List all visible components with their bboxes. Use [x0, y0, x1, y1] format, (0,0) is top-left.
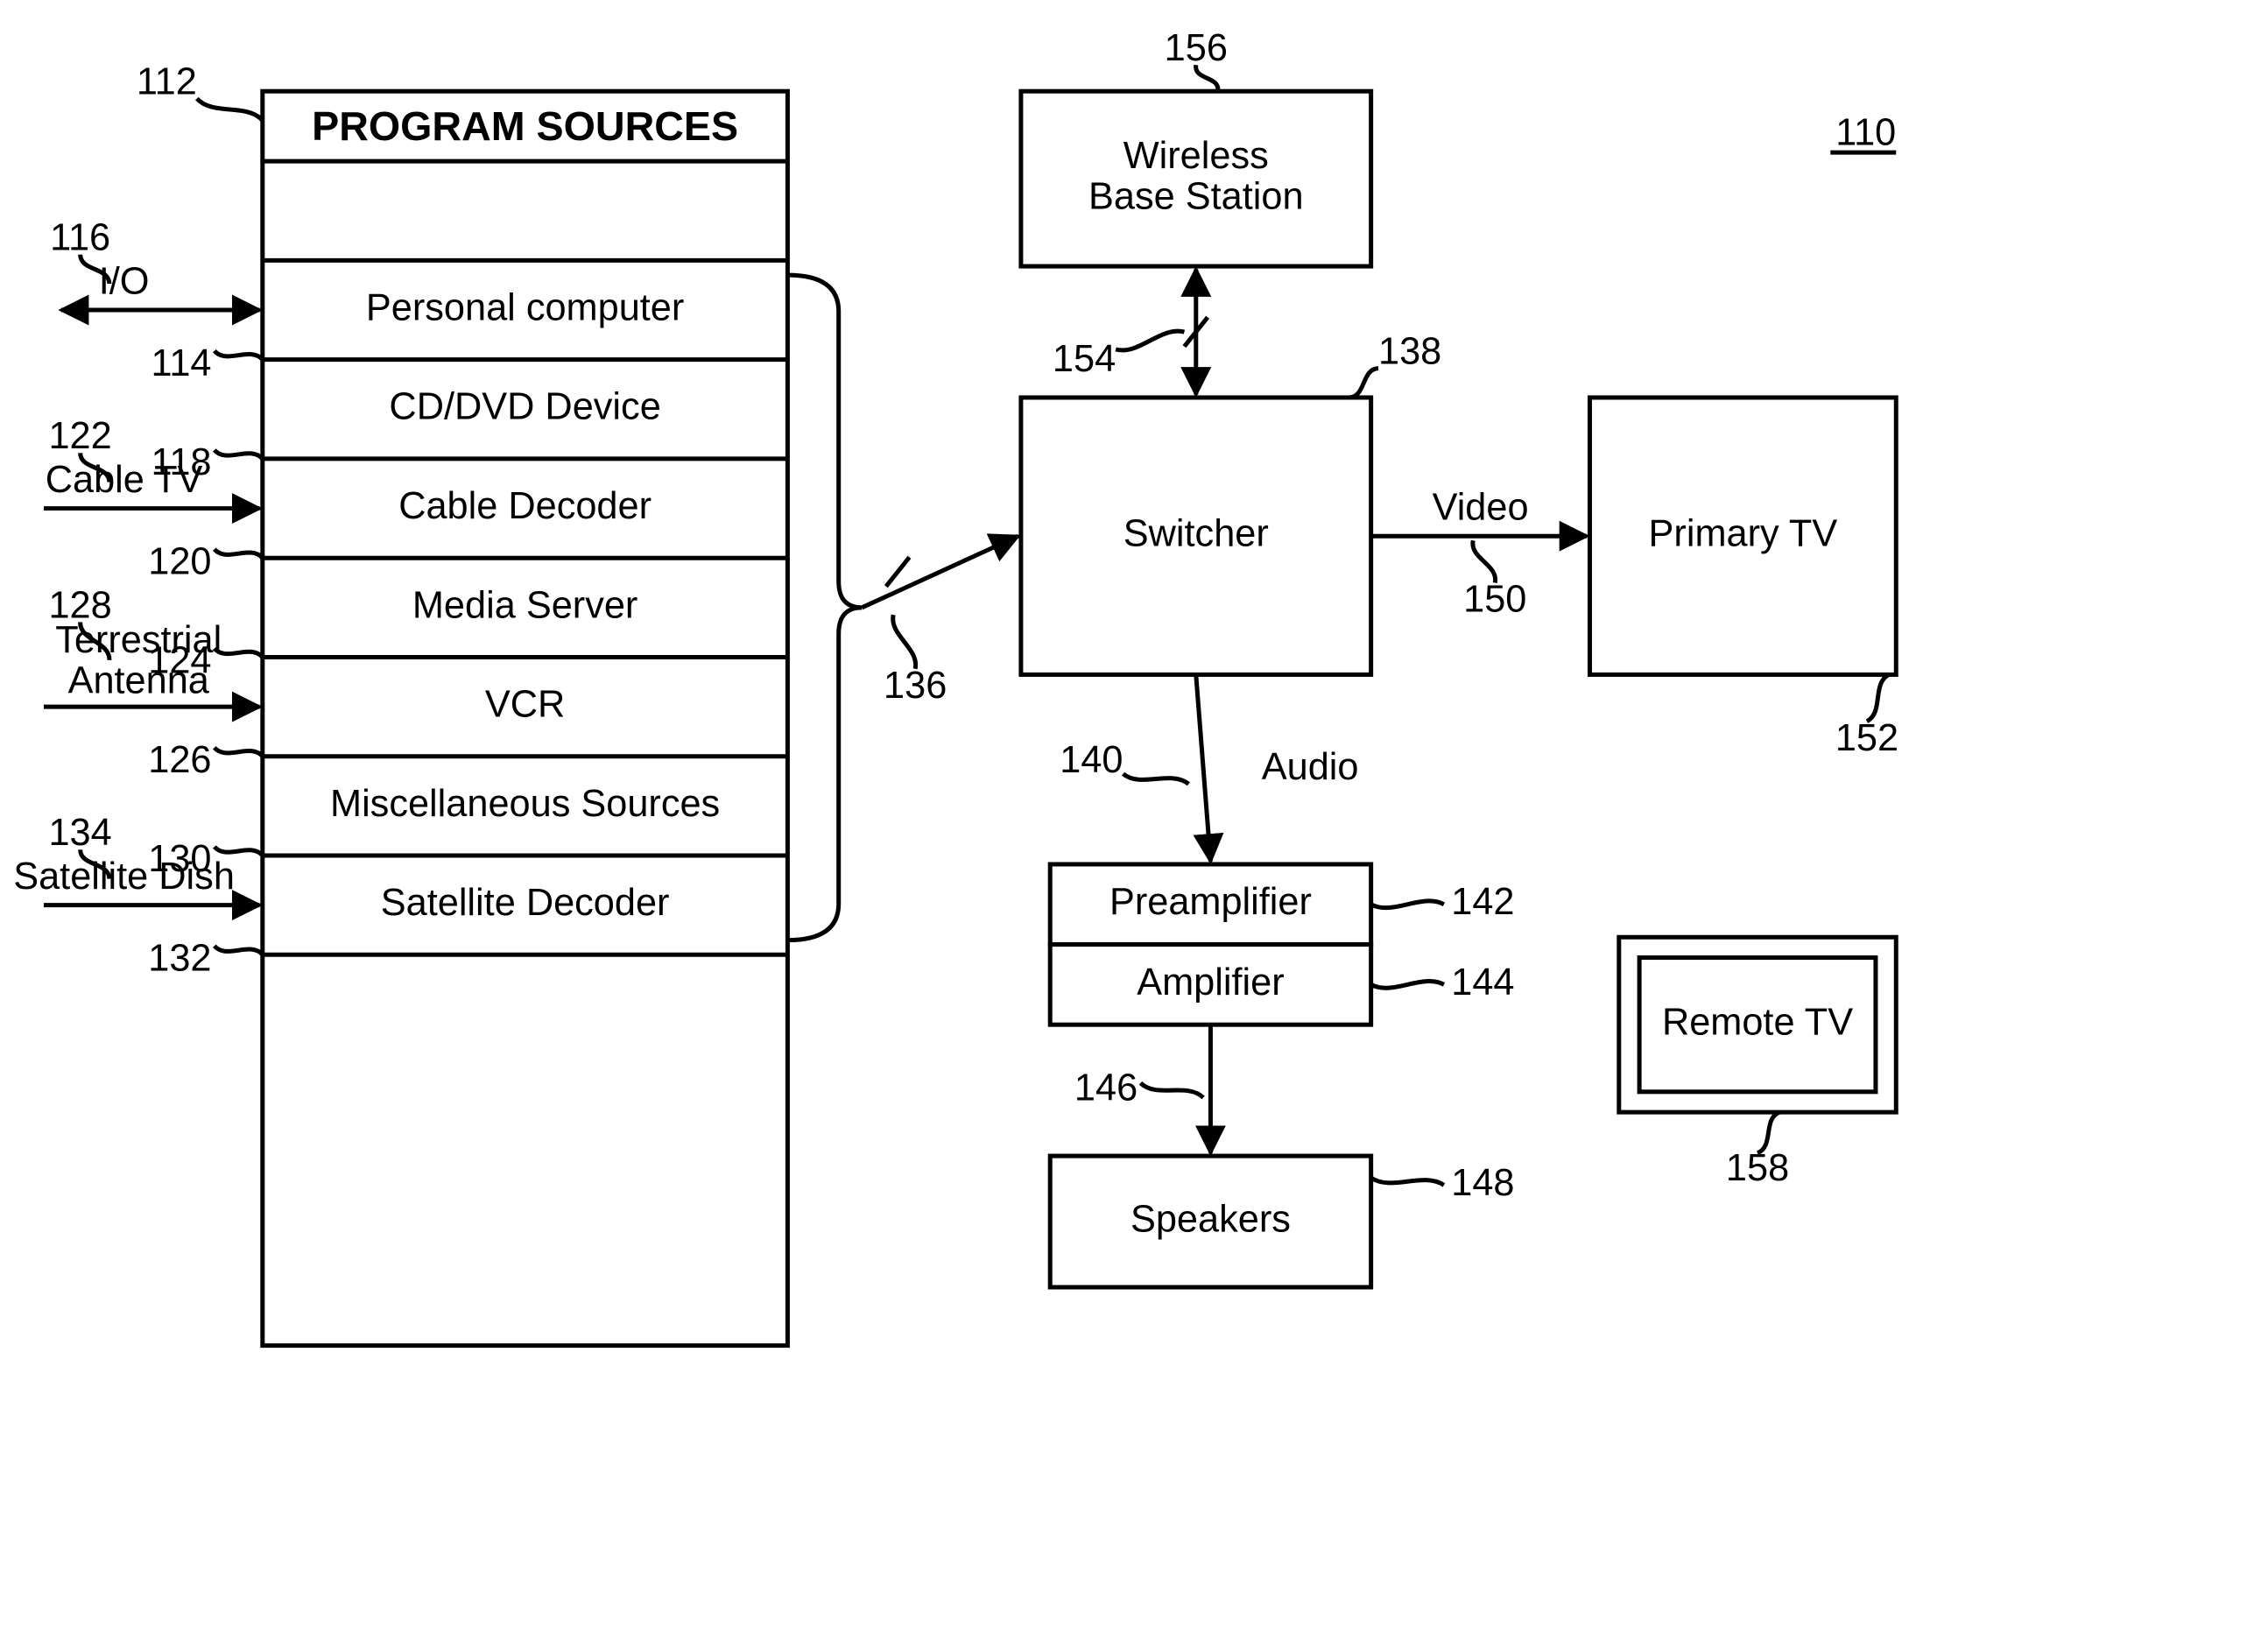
ref-lead — [1349, 369, 1378, 398]
source-row-ref: 114 — [151, 342, 211, 384]
speakers-ref: 148 — [1451, 1162, 1514, 1204]
input-ref: 116 — [50, 217, 110, 259]
switcher-label: Switcher — [1123, 513, 1269, 555]
ref-lead — [215, 450, 263, 459]
audio-ref: 140 — [1060, 739, 1123, 781]
input-label: TerrestrialAntenna — [55, 619, 222, 702]
source-row-ref: 126 — [148, 739, 211, 781]
input-ref: 128 — [48, 584, 111, 626]
audio-label: Audio — [1262, 746, 1359, 788]
source-row-label: Cable Decoder — [398, 485, 652, 527]
preamp-ref: 142 — [1451, 881, 1514, 923]
source-row-label: Miscellaneous Sources — [330, 783, 720, 825]
amp-label: Amplifier — [1137, 961, 1284, 1004]
ref-lead — [215, 748, 263, 757]
ref-lead — [215, 549, 263, 558]
ref-lead — [215, 351, 263, 360]
ref-lead — [1867, 674, 1889, 721]
ref-lead — [215, 946, 263, 954]
ref-lead — [215, 847, 263, 856]
input-ref: 122 — [48, 415, 111, 457]
ref-lead — [197, 99, 263, 121]
primary-tv-label: Primary TV — [1649, 513, 1838, 555]
preamp-label: Preamplifier — [1109, 881, 1312, 923]
bus-to-switcher — [862, 536, 1018, 608]
bus-bracket — [787, 275, 862, 940]
input-label: Cable TV — [46, 459, 203, 501]
input-label: I/O — [99, 260, 150, 302]
ref-lead — [1123, 774, 1189, 785]
program-sources-title: PROGRAM SOURCES — [312, 103, 738, 149]
amp-ref: 144 — [1451, 961, 1514, 1004]
ref-lead — [1371, 901, 1444, 908]
video-ref: 150 — [1463, 579, 1526, 621]
ref-lead — [1371, 982, 1444, 989]
block-diagram: 110 PROGRAM SOURCES 112 Personal computer 11… — [0, 0, 2268, 1641]
system-ref: 110 — [1835, 112, 1896, 154]
audio-link — [1196, 674, 1211, 861]
source-row-label: Satellite Decoder — [381, 882, 670, 924]
speakers-label: Speakers — [1130, 1198, 1291, 1240]
source-row-ref: 120 — [148, 540, 211, 582]
ref-lead — [893, 615, 916, 669]
remote-tv-ref: 158 — [1726, 1147, 1789, 1189]
sources-ref: 112 — [137, 60, 197, 102]
video-label: Video — [1433, 487, 1529, 529]
amp-out-ref: 146 — [1074, 1067, 1138, 1109]
bus-slash — [886, 557, 910, 586]
source-row-label: CD/DVD Device — [389, 386, 660, 428]
primary-tv-ref: 152 — [1835, 717, 1898, 759]
wireless-link-ref: 154 — [1053, 338, 1116, 380]
ref-lead — [1473, 540, 1496, 582]
ref-lead — [1371, 1178, 1444, 1185]
ref-lead — [1140, 1083, 1203, 1098]
source-row-label: VCR — [485, 684, 565, 726]
ref-lead — [1116, 331, 1184, 350]
source-row-label: Personal computer — [366, 286, 684, 328]
remote-tv-label: Remote TV — [1662, 1002, 1853, 1044]
input-ref: 134 — [48, 812, 111, 854]
bus-ref: 136 — [884, 665, 947, 707]
switcher-ref: 138 — [1378, 330, 1441, 372]
wireless-ref: 156 — [1165, 27, 1228, 69]
source-row-label: Media Server — [412, 584, 637, 626]
source-row-ref: 132 — [148, 937, 211, 979]
input-label: Satellite Dish — [13, 856, 235, 898]
